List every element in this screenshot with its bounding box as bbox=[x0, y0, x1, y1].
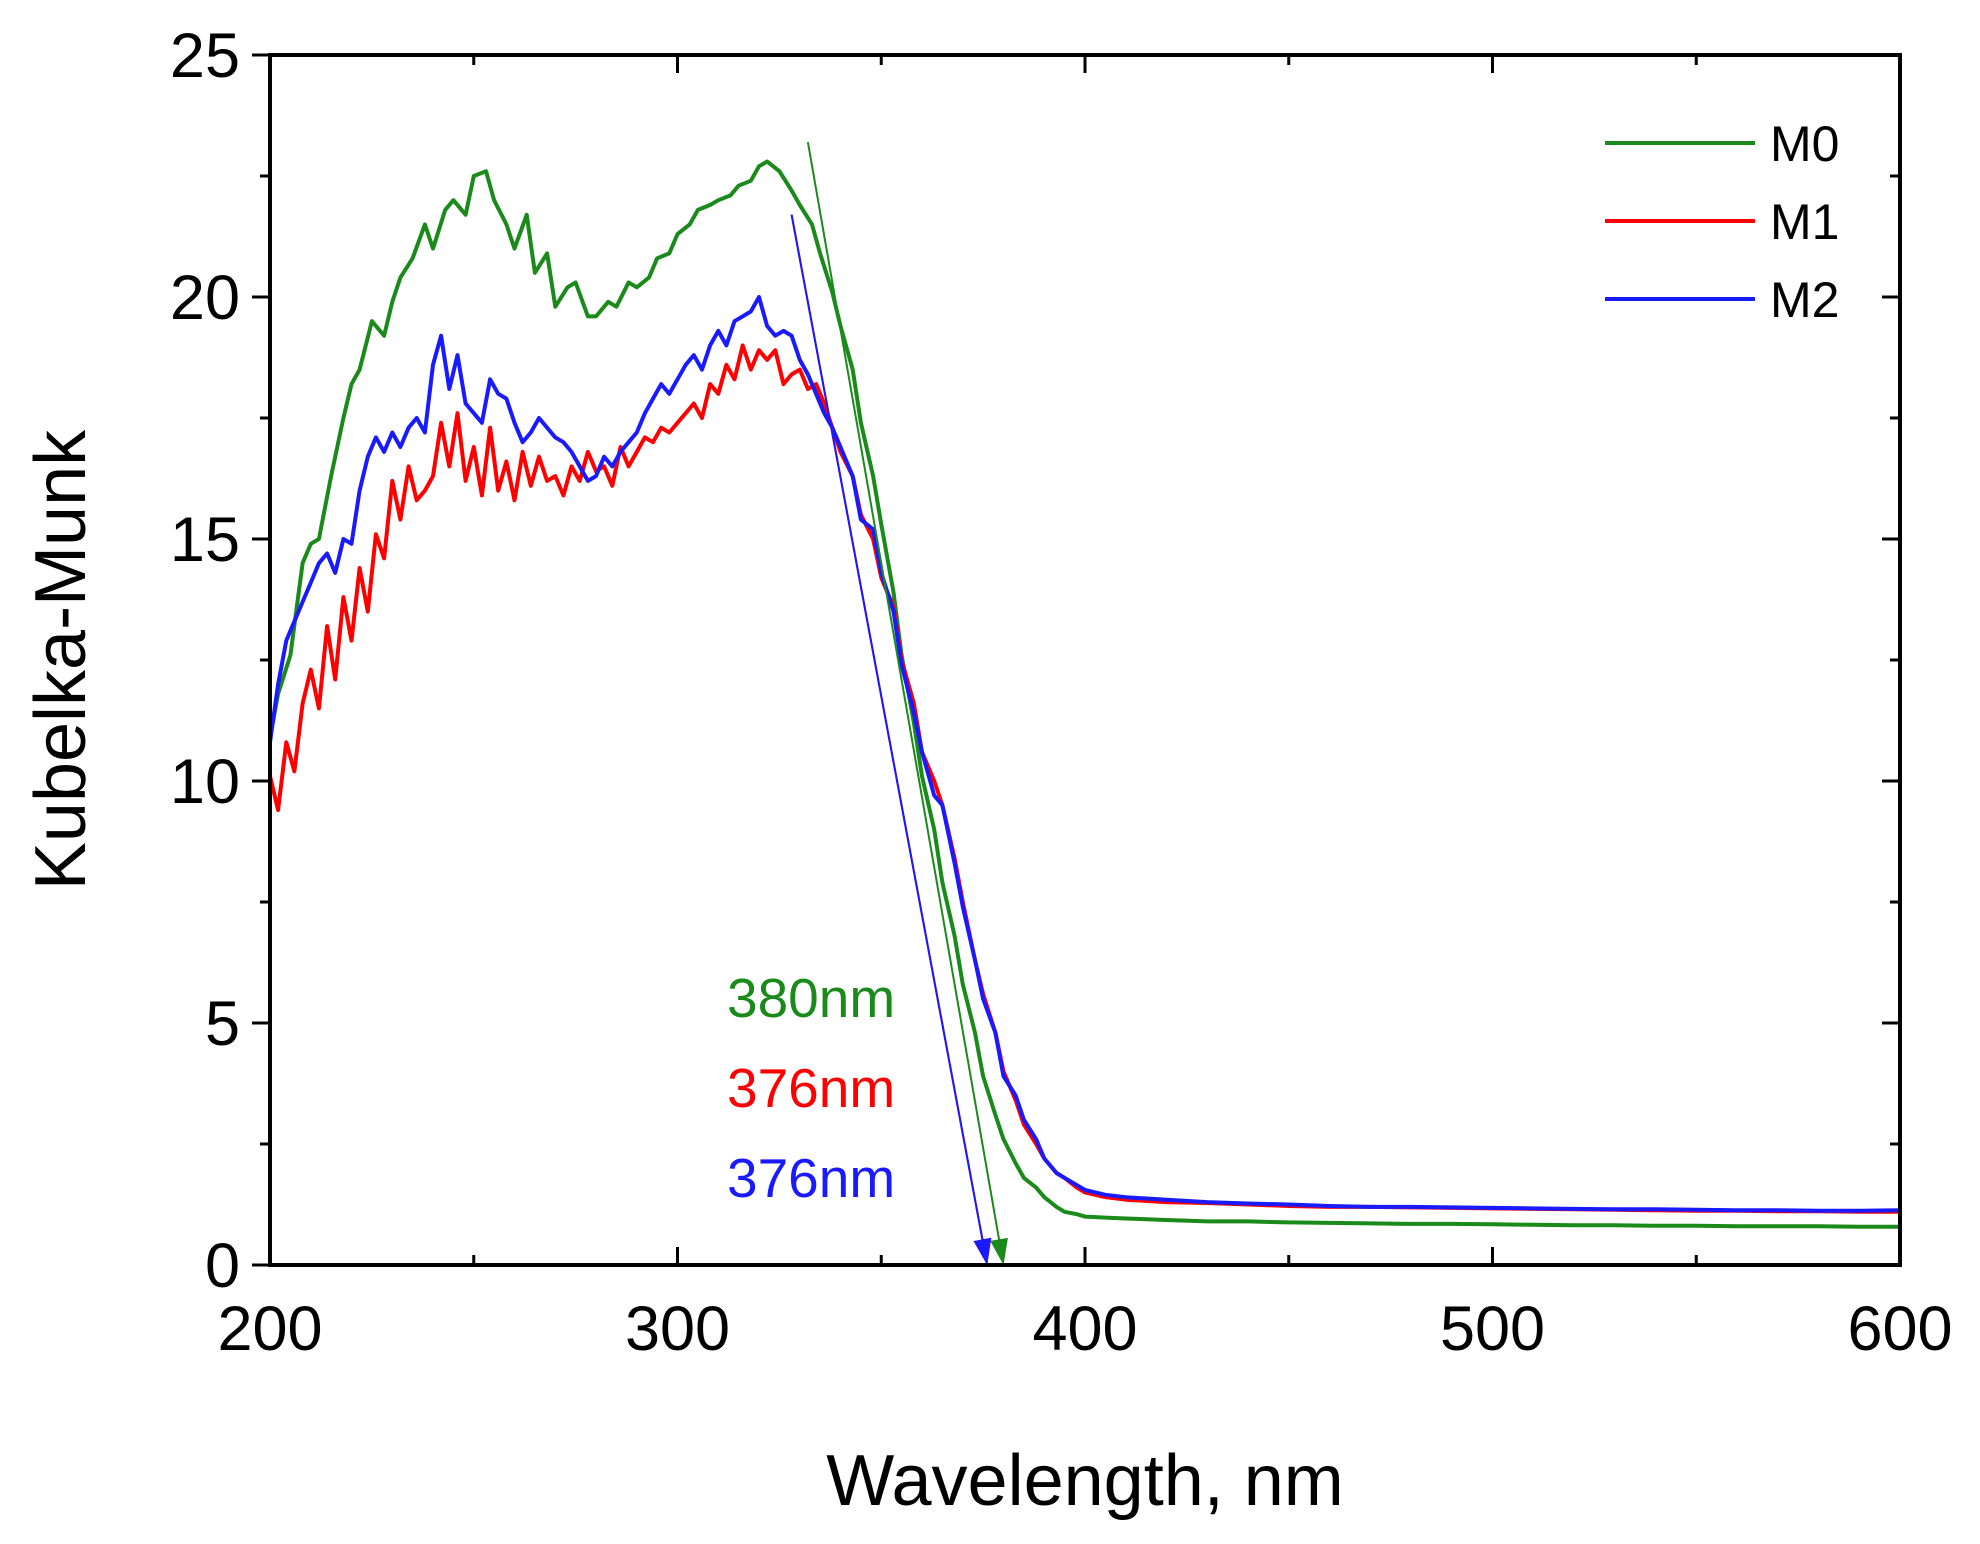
annotation-bandgap-3: 376nm bbox=[727, 1147, 895, 1209]
tangent-line-m2 bbox=[790, 214, 989, 1266]
tangent-arrowhead-m0 bbox=[990, 1237, 1008, 1265]
series-layer bbox=[270, 159, 1900, 1229]
annotations: 380nm 376nm 376nm bbox=[727, 967, 895, 1209]
x-tick-label: 300 bbox=[625, 1294, 730, 1364]
x-tick-label: 200 bbox=[217, 1294, 322, 1364]
y-tick-label: 5 bbox=[205, 989, 240, 1059]
x-tick-label: 600 bbox=[1847, 1294, 1952, 1364]
x-tick-label: 400 bbox=[1032, 1294, 1137, 1364]
series-line-m1 bbox=[270, 343, 1900, 1214]
x-tick-label: 500 bbox=[1440, 1294, 1545, 1364]
legend-label-m1: M1 bbox=[1770, 194, 1839, 250]
tangent-layer bbox=[790, 141, 1008, 1266]
legend: M0 M1 M2 bbox=[1605, 116, 1839, 328]
annotation-bandgap-1: 380nm bbox=[727, 967, 895, 1029]
legend-label-m2: M2 bbox=[1770, 272, 1839, 328]
y-tick-label: 0 bbox=[205, 1231, 240, 1301]
series-line-m0 bbox=[270, 159, 1900, 1229]
tick-labels-layer: 200 300 400 500 600 0 5 10 15 20 25 bbox=[170, 21, 1953, 1364]
y-tick-label: 15 bbox=[170, 505, 240, 575]
y-axis-title: Kubelka-Munk bbox=[21, 429, 101, 890]
ticks-layer bbox=[252, 53, 1902, 1267]
tangent-arrowhead-m2 bbox=[973, 1237, 992, 1265]
x-axis-title: Wavelength, nm bbox=[826, 1441, 1344, 1521]
y-tick-label: 25 bbox=[170, 21, 240, 91]
y-tick-label: 10 bbox=[170, 747, 240, 817]
tangent-line-m0 bbox=[806, 141, 1005, 1266]
plot-frame bbox=[268, 53, 1902, 1267]
annotation-bandgap-2: 376nm bbox=[727, 1057, 895, 1119]
series-line-m2 bbox=[270, 295, 1900, 1213]
legend-label-m0: M0 bbox=[1770, 116, 1839, 172]
y-tick-label: 20 bbox=[170, 263, 240, 333]
